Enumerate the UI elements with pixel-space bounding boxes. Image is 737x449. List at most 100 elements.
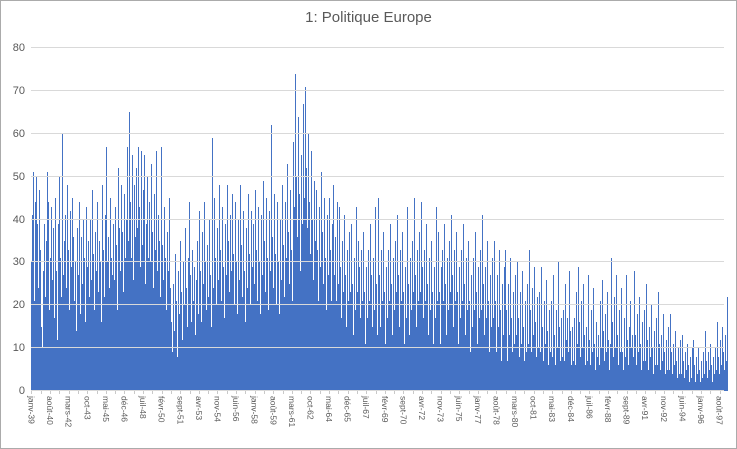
bar (114, 206, 116, 391)
bar (187, 258, 189, 391)
bar (468, 240, 469, 391)
bar (198, 313, 200, 391)
bar (409, 335, 410, 391)
bar (678, 373, 680, 391)
bar (706, 361, 707, 391)
y-axis-tick-label: 50 (12, 170, 25, 183)
bar (570, 330, 572, 391)
bar (579, 322, 581, 391)
bar (569, 270, 571, 391)
bar (211, 326, 212, 391)
bar (177, 270, 179, 391)
bar (304, 86, 306, 391)
bar (608, 369, 610, 391)
bar (81, 236, 82, 391)
x-axis-minor-tick (87, 391, 89, 394)
bar (633, 356, 635, 391)
bar (403, 292, 404, 391)
bar (106, 262, 108, 391)
bar (448, 309, 450, 391)
bar (176, 356, 178, 391)
x-axis-tick-label: juin-75 (454, 396, 465, 422)
bar (536, 296, 538, 391)
bar (153, 288, 154, 391)
bar (249, 305, 251, 391)
bar (35, 176, 37, 391)
bar (465, 335, 466, 391)
bar (511, 318, 513, 391)
bar (283, 296, 285, 391)
bar (285, 258, 287, 391)
bar (85, 322, 86, 391)
bar (460, 318, 461, 391)
x-axis-minor-tick (719, 391, 721, 394)
gridline (31, 47, 724, 48)
bar (514, 343, 516, 391)
bar (247, 193, 249, 391)
bar (499, 309, 501, 391)
bar (37, 288, 39, 391)
bar (677, 348, 679, 391)
x-axis-minor-tick (133, 391, 135, 394)
bar (139, 206, 140, 391)
bar (556, 348, 558, 391)
bar (148, 258, 149, 391)
bar (587, 361, 588, 391)
x-axis-tick-label: mai-83 (547, 396, 558, 422)
bar (309, 253, 311, 391)
x-axis-minor-tick (105, 391, 107, 394)
bar (684, 352, 686, 391)
bar (234, 202, 236, 391)
bar (377, 258, 379, 391)
gridline (31, 390, 724, 391)
x-axis-tick-label: sept-89 (621, 396, 632, 425)
bar (78, 275, 79, 391)
bar (328, 275, 329, 391)
bar (327, 215, 329, 391)
bar (567, 318, 569, 391)
bar (215, 258, 216, 391)
x-axis-minor-tick (236, 391, 238, 394)
bar (65, 215, 67, 391)
bar (533, 335, 534, 391)
bar (393, 258, 394, 391)
bar (57, 223, 59, 391)
bar (204, 202, 205, 391)
bar (562, 309, 564, 391)
bar (337, 202, 338, 391)
bar (461, 249, 462, 391)
bar (378, 198, 380, 391)
bar (717, 322, 718, 391)
x-axis-minor-tick (691, 391, 693, 394)
bar (595, 369, 596, 391)
bar (119, 270, 121, 391)
x-axis-tick-label: août-59 (268, 396, 279, 425)
bar (586, 326, 587, 391)
bar (656, 318, 657, 391)
bar (345, 275, 346, 391)
bar (701, 361, 703, 391)
bar (407, 206, 408, 391)
x-axis-tick-label: mai-45 (100, 396, 111, 422)
bar (650, 356, 651, 391)
bar (170, 322, 172, 391)
bar (449, 240, 451, 391)
bar (370, 275, 372, 391)
bar (493, 240, 495, 391)
bar (518, 318, 519, 391)
x-axis-minor-tick (459, 391, 461, 394)
x-axis-minor-tick (617, 391, 619, 394)
bar (659, 343, 660, 391)
bar (643, 361, 644, 391)
bar (401, 300, 402, 391)
bar (98, 240, 100, 391)
bar (489, 275, 491, 391)
bar (546, 330, 548, 391)
x-axis-minor-tick (422, 391, 424, 394)
bar (237, 219, 239, 391)
bar (145, 283, 146, 391)
bar (611, 322, 613, 391)
bar (209, 219, 210, 391)
x-axis-minor-tick (161, 391, 163, 394)
bar (352, 335, 354, 391)
